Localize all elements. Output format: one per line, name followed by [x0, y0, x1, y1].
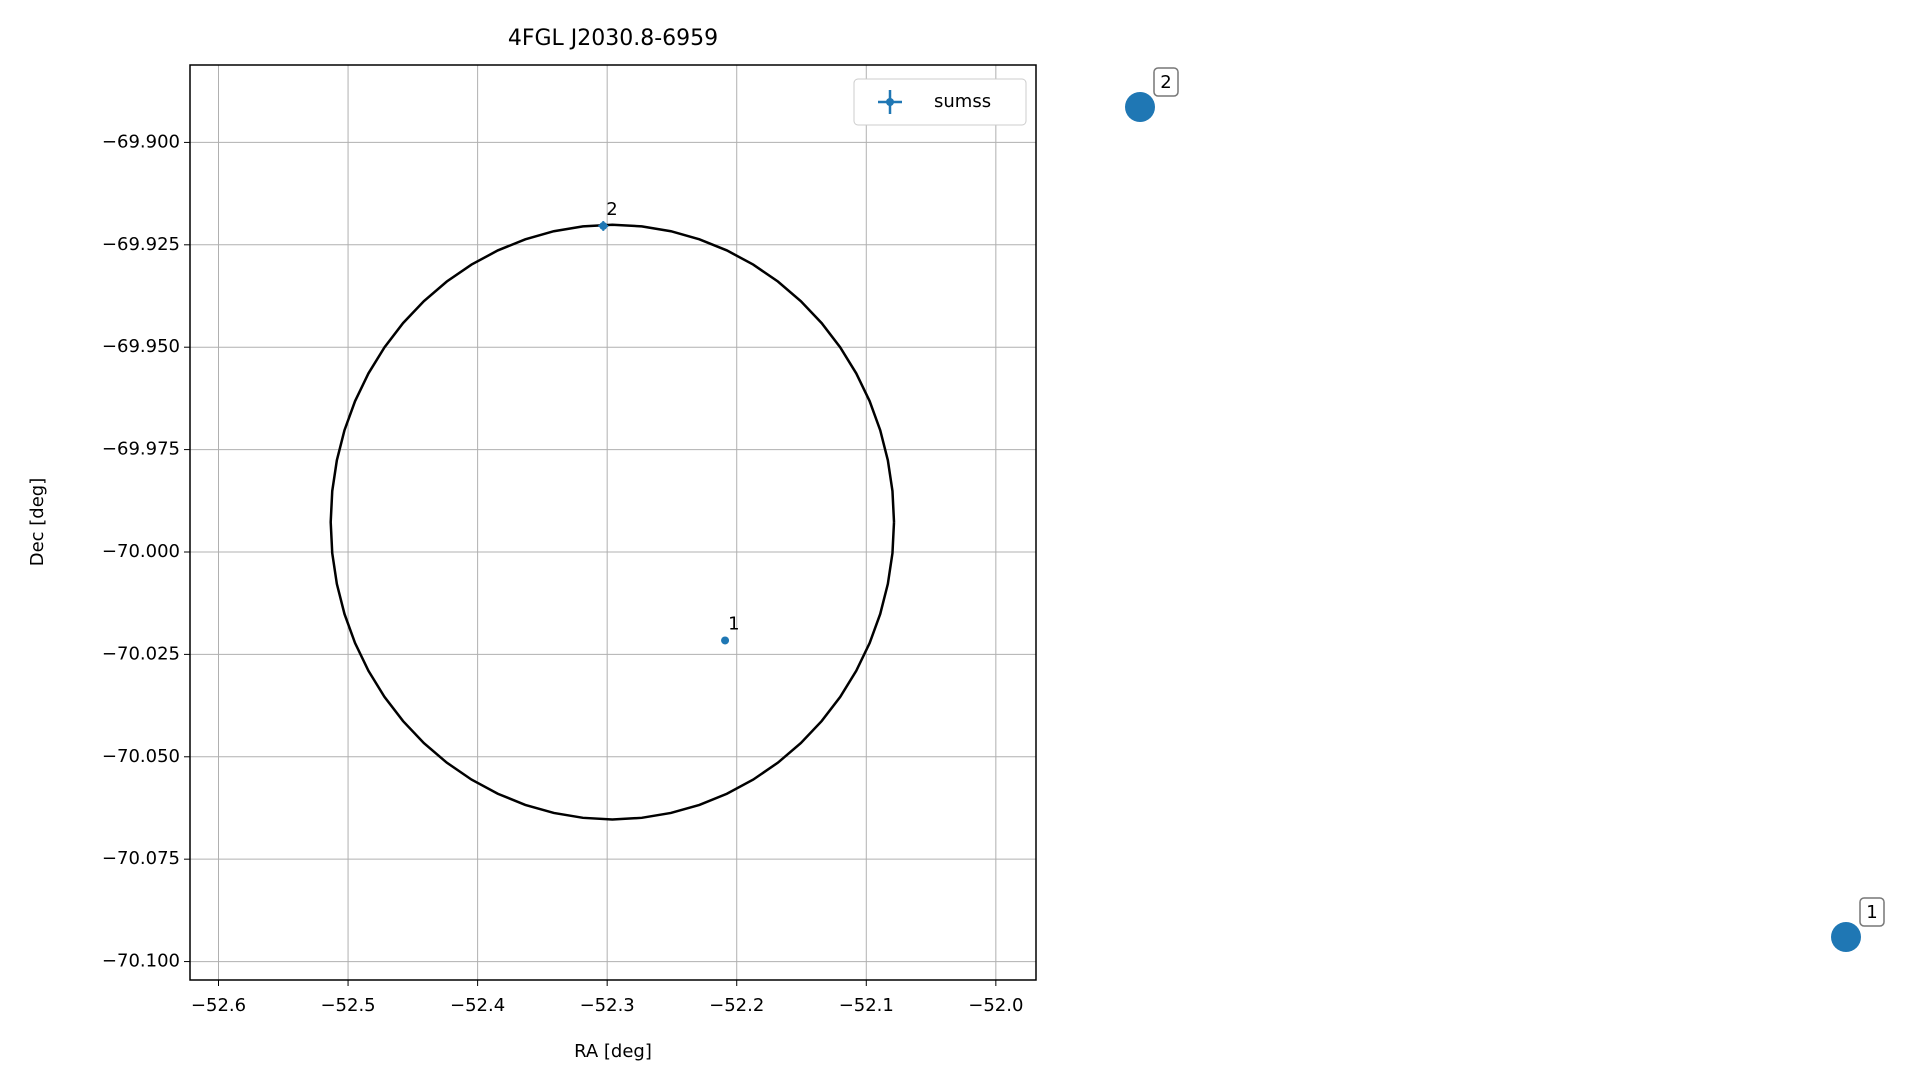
y-axis-label: Dec [deg]: [27, 478, 48, 567]
point: [599, 221, 608, 230]
position-ellipse: [329, 223, 896, 821]
x-tick-label: −52.1: [839, 995, 894, 1016]
legend-box: [853, 78, 1027, 126]
y-tick-label: −70.000: [102, 541, 180, 562]
y-tick-label: −70.075: [102, 848, 180, 869]
y-tick-label: −70.025: [102, 643, 180, 664]
y-tick-label: −70.050: [102, 746, 180, 767]
x-tick-label: −52.4: [450, 995, 505, 1016]
legend-marker: [886, 98, 894, 106]
outside-marker: [1125, 92, 1155, 122]
legend-label: sumss: [934, 91, 991, 112]
marker-label-box: [1153, 67, 1179, 97]
x-tick-label: −52.0: [968, 995, 1023, 1016]
outside-marker-label: 2: [1160, 72, 1171, 93]
outside-marker-label: 1: [1866, 902, 1877, 923]
y-tick-label: −69.975: [102, 439, 180, 460]
marker-label-box: [1859, 897, 1885, 927]
outside-marker: [1831, 922, 1861, 952]
y-tick-label: −69.950: [102, 336, 180, 357]
x-tick-label: −52.5: [320, 995, 375, 1016]
x-tick-label: −52.6: [191, 995, 246, 1016]
y-tick-label: −69.900: [102, 131, 180, 152]
y-tick-label: −69.925: [102, 234, 180, 255]
chart-title: 4FGL J2030.8-6959: [508, 26, 718, 51]
point: [721, 636, 730, 645]
x-tick-label: −52.3: [580, 995, 635, 1016]
point-label: 2: [606, 199, 617, 220]
x-tick-label: −52.2: [709, 995, 764, 1016]
point-label: 1: [728, 613, 739, 634]
x-axis-label: RA [deg]: [574, 1041, 652, 1062]
y-tick-label: −70.100: [102, 951, 180, 972]
plot-frame: [189, 64, 1037, 981]
